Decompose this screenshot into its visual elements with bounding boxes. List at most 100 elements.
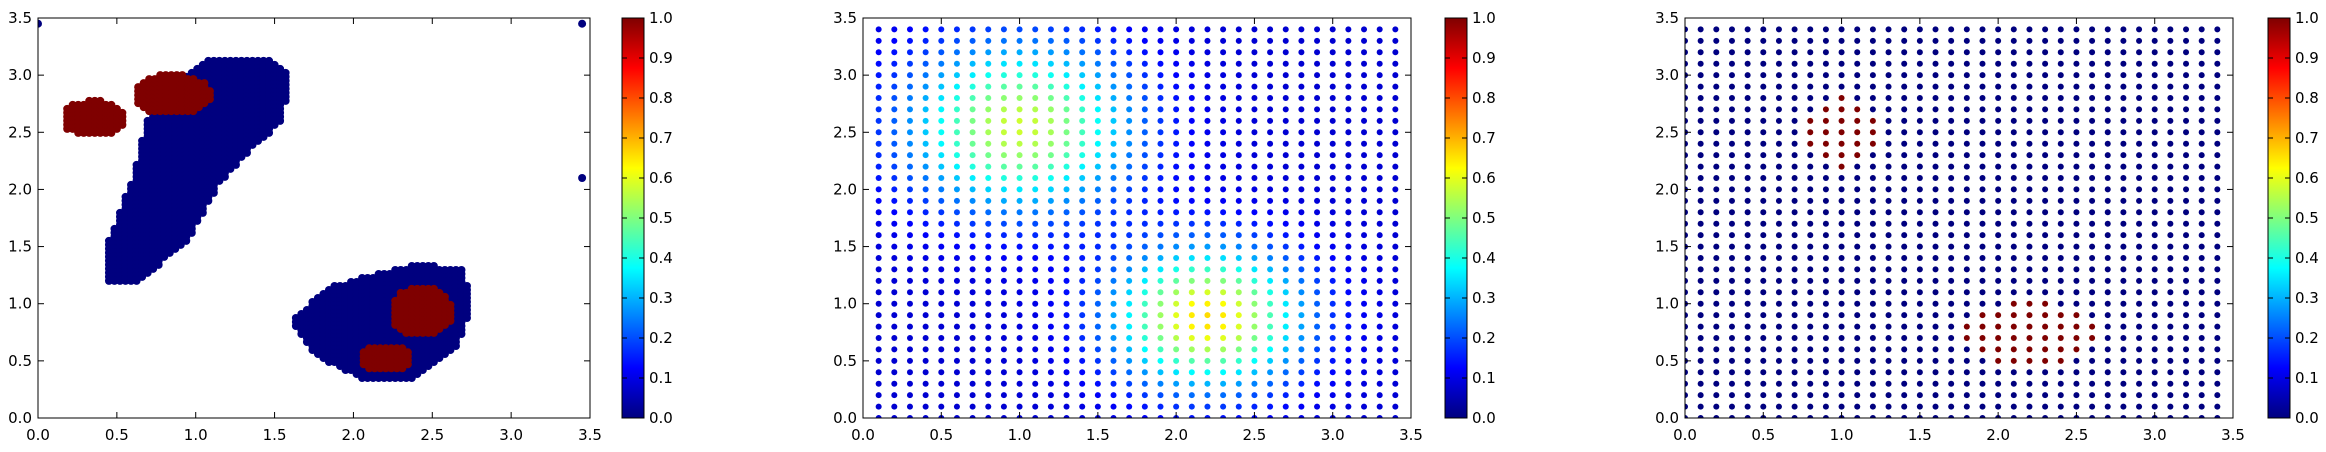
scatter-point (1157, 404, 1163, 410)
scatter-point (1017, 141, 1023, 147)
scatter-point (2011, 392, 2017, 398)
scatter-point (1839, 61, 1845, 67)
scatter-point (1901, 232, 1907, 238)
scatter-point (1760, 61, 1766, 67)
scatter-point (2183, 72, 2189, 78)
scatter-point (1345, 198, 1351, 204)
scatter-point (1064, 369, 1070, 375)
scatter-point (1792, 72, 1798, 78)
colorbar-tick-label: 0.0 (2295, 409, 2319, 427)
scatter-point (1713, 72, 1719, 78)
scatter-point (1760, 175, 1766, 181)
scatter-point (1760, 106, 1766, 112)
scatter-point (1377, 141, 1383, 147)
scatter-point (2026, 106, 2032, 112)
scatter-point (2011, 404, 2017, 410)
scatter-point (985, 209, 991, 215)
scatter-point (1760, 346, 1766, 352)
scatter-point (2105, 369, 2111, 375)
scatter-point (1933, 221, 1939, 227)
scatter-point (1236, 346, 1242, 352)
scatter-point (1017, 266, 1023, 272)
scatter-point (2073, 118, 2079, 124)
scatter-point (1979, 141, 1985, 147)
scatter-point (441, 293, 449, 301)
scatter-point (985, 198, 991, 204)
scatter-point (1220, 289, 1226, 295)
scatter-point (1979, 95, 1985, 101)
scatter-point (1095, 186, 1101, 192)
scatter-point (1236, 381, 1242, 387)
scatter-point (1283, 301, 1289, 307)
scatter-point (1017, 209, 1023, 215)
scatter-point (876, 278, 882, 284)
scatter-point (1713, 209, 1719, 215)
scatter-point (2167, 175, 2173, 181)
scatter-point (1095, 164, 1101, 170)
scatter-point (2167, 346, 2173, 352)
scatter-point (1283, 38, 1289, 44)
scatter-point (2136, 289, 2142, 295)
scatter-point (1807, 221, 1813, 227)
scatter-point (1886, 26, 1892, 32)
scatter-point (954, 312, 960, 318)
scatter-point (1283, 175, 1289, 181)
scatter-point (2136, 106, 2142, 112)
scatter-point (1095, 152, 1101, 158)
scatter-point (1064, 209, 1070, 215)
scatter-point (1189, 266, 1195, 272)
scatter-point (1901, 198, 1907, 204)
scatter-point (2152, 164, 2158, 170)
scatter-point (1220, 221, 1226, 227)
scatter-point (1095, 61, 1101, 67)
scatter-point (1776, 266, 1782, 272)
scatter-point (985, 404, 991, 410)
scatter-point (2167, 95, 2173, 101)
scatter-point (891, 221, 897, 227)
scatter-point (876, 129, 882, 135)
colorbar: 0.00.10.20.30.40.50.60.70.80.91.0 (622, 9, 673, 427)
scatter-point (907, 312, 913, 318)
scatter-point (1001, 232, 1007, 238)
scatter-point (2167, 106, 2173, 112)
scatter-point (1839, 141, 1845, 147)
scatter-point (1792, 381, 1798, 387)
scatter-point (2058, 266, 2064, 272)
scatter-point (2199, 278, 2205, 284)
scatter-point (1220, 38, 1226, 44)
scatter-point (954, 72, 960, 78)
scatter-point (1111, 392, 1117, 398)
scatter-point (1283, 289, 1289, 295)
scatter-point (2152, 324, 2158, 330)
scatter-point (970, 209, 976, 215)
scatter-point (1964, 312, 1970, 318)
scatter-point (1713, 221, 1719, 227)
scatter-point (1251, 198, 1257, 204)
scatter-point (1157, 164, 1163, 170)
scatter-point (1283, 72, 1289, 78)
scatter-point (2120, 175, 2126, 181)
scatter-point (2152, 118, 2158, 124)
scatter-point (1933, 129, 1939, 135)
scatter-point (891, 26, 897, 32)
scatter-point (2120, 198, 2126, 204)
scatter-point (2214, 369, 2220, 375)
scatter-point (1792, 118, 1798, 124)
scatter-point (1267, 26, 1273, 32)
scatter-point (2183, 301, 2189, 307)
scatter-point (1330, 381, 1336, 387)
scatter-point (1776, 198, 1782, 204)
scatter-point (1314, 141, 1320, 147)
scatter-point (891, 72, 897, 78)
scatter-point (1251, 392, 1257, 398)
scatter-point (2152, 72, 2158, 78)
scatter-point (2136, 358, 2142, 364)
scatter-point (1698, 266, 1704, 272)
colorbar-tick-label: 0.1 (1472, 369, 1496, 387)
scatter-point (923, 72, 929, 78)
scatter-point (1001, 152, 1007, 158)
scatter-point (2105, 118, 2111, 124)
scatter-point (2152, 186, 2158, 192)
scatter-point (1901, 118, 1907, 124)
scatter-point (1392, 84, 1398, 90)
